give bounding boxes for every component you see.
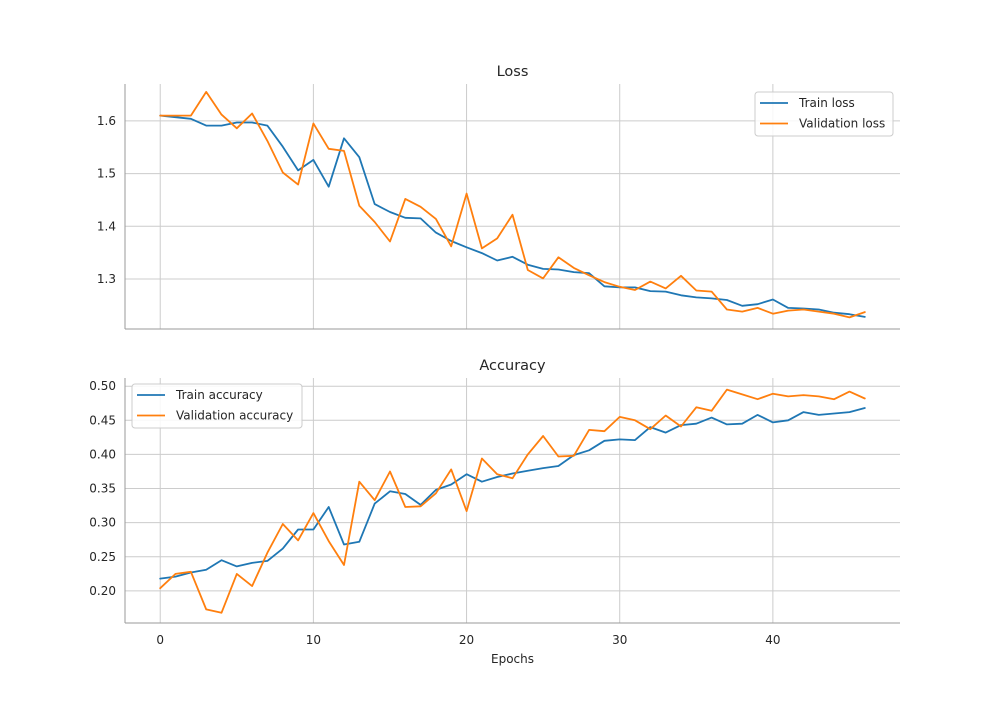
legend-label: Validation loss: [799, 117, 885, 131]
y-tick-label: 1.4: [97, 219, 116, 233]
series-line-validation: [159, 388, 866, 614]
legend-frame: [754, 91, 894, 137]
y-tick-label: 0.20: [89, 584, 116, 598]
y-tick-label: 0.45: [89, 413, 116, 427]
x-tick-label: 10: [306, 633, 321, 647]
x-tick-label: 0: [156, 633, 164, 647]
y-tick-label: 1.3: [97, 272, 116, 286]
chart-legend: Train accuracy Validation accuracy: [131, 383, 303, 429]
y-tick-label: 1.5: [97, 167, 116, 181]
x-tick-label: 40: [765, 633, 780, 647]
chart-title: Accuracy: [479, 358, 546, 374]
y-tick-label: 0.40: [89, 447, 116, 461]
legend-label: Train accuracy: [175, 388, 263, 402]
y-tick-label: 0.35: [89, 482, 116, 496]
chart-panel-2: 0.20 0.25 0.30 0.35 0.40 0.45 0.50 0 10 20 30 40 Acc…: [89, 358, 900, 666]
chart-panel-1: 1.3 1.4 1.5 1.6 Loss Train loss Validation los…: [97, 64, 900, 330]
series-line-train: [159, 114, 866, 318]
series-line-train: [159, 407, 866, 580]
legend-label: Validation accuracy: [176, 409, 293, 423]
y-tick-label: 1.6: [97, 114, 116, 128]
x-tick-label: 30: [612, 633, 627, 647]
x-tick-label: 20: [459, 633, 474, 647]
chart-legend: Train loss Validation loss: [754, 91, 894, 137]
y-tick-label: 0.50: [89, 379, 116, 393]
y-tick-label: 0.25: [89, 550, 116, 564]
legend-frame: [131, 383, 303, 429]
chart-title: Loss: [497, 64, 529, 80]
series-line-validation: [159, 91, 866, 319]
legend-label: Train loss: [798, 96, 855, 110]
x-axis-label: Epochs: [491, 652, 534, 666]
y-tick-label: 0.30: [89, 516, 116, 530]
